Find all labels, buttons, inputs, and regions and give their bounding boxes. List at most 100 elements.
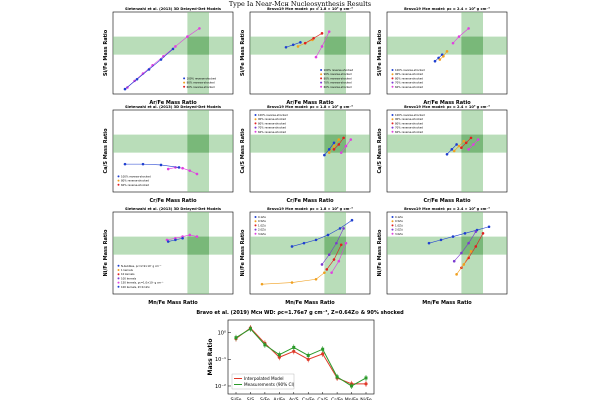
- legend-label: 10 kernels: [121, 272, 135, 276]
- data-point-models: [198, 27, 201, 30]
- data-point-magenta: [330, 271, 333, 274]
- x-axis-label: Ar/Fe Mass Ratio: [423, 100, 471, 106]
- legend-label: 100% reverse-shocked: [395, 68, 425, 72]
- series-line-purple: [453, 231, 477, 262]
- data-point-blue: [290, 245, 294, 248]
- data-point-models: [166, 167, 170, 171]
- legend-label: 90% reverse-shocked: [258, 117, 286, 121]
- data-point-70%: [339, 151, 343, 154]
- data-point-purple: [452, 259, 456, 263]
- legend-label: 70% reverse-shocked: [324, 81, 352, 85]
- legend-marker: [183, 85, 186, 88]
- bottom-y-label: Mass Ratio: [207, 339, 214, 376]
- data-point-line: [135, 77, 139, 81]
- data-point-blue: [314, 238, 318, 242]
- legend-label: 0.1Z⊙: [258, 215, 266, 219]
- data-point-70%: [327, 30, 331, 33]
- legend-label: 100% reverse-shocked: [324, 68, 354, 72]
- data-point-70%: [457, 35, 461, 38]
- y-axis-label: Ni/Fe Mass Ratio: [240, 229, 246, 276]
- x-tick-label: Ar/Fe: [273, 397, 285, 400]
- series-line-line: [125, 163, 180, 168]
- y-tick-label: 10⁰: [218, 331, 226, 337]
- legend-label: 80% reverse-shocked: [258, 121, 286, 125]
- data-point-models: [195, 235, 199, 238]
- data-point-70%: [472, 143, 475, 146]
- legend-marker: [391, 77, 394, 80]
- panel-r1c2: Bravo19 Mᴄʜ model: ρc = 1.8 × 10⁹ g cm⁻³…: [240, 7, 371, 106]
- x-axis-label: Mn/Fe Mass Ratio: [148, 300, 198, 306]
- legend-marker: [117, 179, 120, 182]
- data-point-90%: [457, 144, 461, 148]
- data-point-blue: [338, 227, 342, 230]
- x-axis-label: Ar/Fe Mass Ratio: [286, 100, 334, 106]
- legend-marker: [254, 114, 257, 116]
- data-point-blue: [350, 218, 354, 222]
- data-point-purple: [467, 241, 470, 245]
- data-point-line: [141, 162, 145, 166]
- legend-marker: [320, 77, 323, 80]
- data-point-100%: [299, 41, 302, 44]
- data-point-80%: [337, 143, 341, 146]
- bottom-point-measurement: [321, 347, 325, 351]
- legend-marker: [254, 126, 257, 129]
- bottom-point-measurement: [277, 353, 281, 357]
- data-point-70%: [467, 148, 470, 151]
- legend-label: 60% reverse-shocked: [395, 85, 423, 89]
- bottom-point-model: [292, 349, 296, 353]
- bottom-point-model: [364, 382, 368, 386]
- x-tick-label: S/S: [247, 397, 254, 400]
- x-tick-label: Cr/Fe: [331, 397, 343, 400]
- data-point-models: [181, 166, 184, 170]
- legend-marker: [320, 81, 323, 84]
- legend-marker: [391, 130, 394, 133]
- x-axis-label: Cr/Fe Mass Ratio: [286, 198, 334, 204]
- legend-marker: [254, 216, 257, 218]
- data-point-80%: [469, 136, 473, 140]
- legend-label: 80% reverse-shocked: [121, 179, 149, 183]
- measurement-overlap: [187, 236, 209, 255]
- data-point-line: [147, 68, 151, 71]
- data-point-orange: [260, 282, 264, 286]
- data-point-purple: [474, 230, 478, 233]
- y-axis-label: Si/Fe Mass Ratio: [103, 29, 109, 76]
- legend-label: 2.0Z⊙: [258, 228, 266, 232]
- measurement-band-horizontal: [250, 36, 370, 55]
- legend-marker: [391, 228, 394, 231]
- data-point-line: [159, 58, 163, 61]
- measurement-band-horizontal: [250, 134, 370, 153]
- legend-marker: [391, 81, 394, 84]
- data-point-models: [195, 172, 199, 176]
- panel-title: Bravo19 Mᴄʜ model: ρc = 2.4 × 10⁹ g cm⁻³: [404, 207, 490, 211]
- panel-title: Sietenzahl et al. (2013) 3D Delayed-Det …: [125, 105, 221, 109]
- data-point-80%: [342, 136, 345, 140]
- legend-label: 0.1Z⊙: [395, 215, 403, 219]
- measurement-overlap: [461, 134, 483, 153]
- x-tick-label: Si/Fe: [231, 397, 242, 400]
- x-axis-label: Mn/Fe Mass Ratio: [285, 300, 335, 306]
- data-point-purple: [342, 227, 345, 230]
- panel-title: Bravo19 Mᴄʜ model: ρc = 1.8 × 10⁹ g cm⁻³: [267, 105, 353, 109]
- data-point-100%: [284, 45, 288, 49]
- legend-marker: [391, 220, 394, 223]
- measurement-band-horizontal: [113, 134, 233, 153]
- legend-label: 70% reverse-shocked: [395, 126, 423, 130]
- measurement-overlap: [461, 236, 483, 255]
- legend-label: 60% reverse-shocked: [187, 85, 215, 89]
- data-point-orange: [469, 250, 473, 253]
- data-point-purple: [327, 253, 331, 256]
- data-point-100%: [445, 152, 449, 156]
- bottom-point-measurement: [248, 327, 252, 331]
- data-point-90%: [452, 149, 456, 153]
- legend-marker: [254, 228, 257, 231]
- bottom-legend-label: Measurements (90% CI): [244, 382, 295, 387]
- y-axis-label: Ca/S Mass Ratio: [377, 128, 383, 174]
- measurement-overlap: [187, 36, 209, 55]
- panel-title: Bravo19 Mᴄʜ model: ρc = 1.8 × 10⁹ g cm⁻³: [267, 207, 353, 211]
- legend-label: 100% reverse-shocked: [395, 113, 425, 117]
- y-axis-label: Si/Fe Mass Ratio: [377, 29, 383, 76]
- data-point-magenta: [337, 259, 341, 263]
- data-point-purple: [320, 263, 324, 266]
- series-line-purple: [321, 228, 344, 265]
- measurement-band-horizontal: [387, 134, 507, 153]
